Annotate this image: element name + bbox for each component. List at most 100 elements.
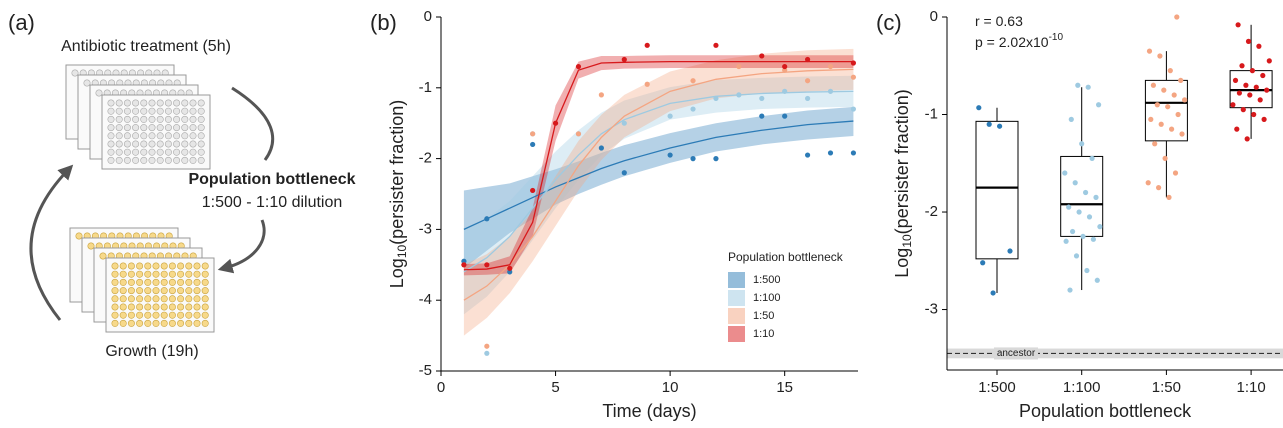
well (193, 262, 201, 270)
well (140, 115, 148, 123)
confidence-band (463, 48, 854, 336)
data-point (621, 170, 627, 176)
well (201, 287, 209, 295)
well (168, 303, 176, 311)
well (136, 295, 144, 303)
cycle-arrow (29, 164, 74, 321)
y-axis-title-part: Log (892, 248, 912, 278)
well (148, 156, 156, 164)
well (201, 311, 209, 319)
well (181, 140, 189, 148)
well (144, 311, 152, 319)
data-point (759, 53, 765, 59)
data-point (1084, 267, 1090, 274)
well (164, 132, 172, 140)
well (197, 124, 205, 132)
well (185, 262, 193, 270)
data-point (1167, 68, 1173, 74)
data-point (827, 63, 834, 70)
well (152, 295, 160, 303)
data-point (1093, 194, 1099, 201)
well (189, 140, 197, 148)
data-point (1174, 14, 1180, 20)
data-point (1080, 233, 1086, 240)
well (136, 287, 144, 295)
well (189, 124, 197, 132)
well (107, 107, 115, 115)
well (107, 148, 115, 156)
well (173, 124, 181, 132)
diagram-label: Growth (19h) (105, 343, 198, 360)
well (119, 262, 127, 270)
well (177, 287, 185, 295)
reference-label-bg (994, 347, 1038, 360)
well (123, 115, 131, 123)
well (107, 132, 115, 140)
data-point (759, 113, 765, 119)
data-point (713, 42, 719, 48)
data-point (1075, 82, 1081, 88)
well (119, 311, 127, 319)
well (189, 107, 197, 115)
well (71, 69, 79, 77)
well (164, 156, 172, 164)
well (148, 148, 156, 156)
y-axis-title-subscript: 10 (900, 234, 914, 248)
data-point (690, 106, 696, 112)
well (185, 303, 193, 311)
panel-label: (c) (876, 10, 902, 35)
well (160, 295, 168, 303)
well (127, 311, 135, 319)
data-point (1244, 136, 1250, 142)
well (144, 319, 152, 327)
data-point (1175, 111, 1181, 118)
data-point (1148, 116, 1154, 122)
data-point (1172, 170, 1179, 176)
data-point (1068, 116, 1074, 122)
well (189, 156, 197, 164)
x-axis-title: Population bottleneck (1019, 401, 1192, 421)
legend-swatch (728, 290, 745, 306)
well (164, 124, 172, 132)
x-tick-label: 1:50 (1152, 379, 1181, 396)
cycle-arrow (225, 86, 275, 268)
y-tick-label: 0 (424, 8, 432, 25)
well (127, 278, 135, 286)
data-point (530, 141, 536, 148)
well (132, 132, 140, 140)
well (123, 148, 131, 156)
y-tick-label: -4 (419, 291, 432, 308)
box (975, 120, 1019, 260)
well (168, 278, 176, 286)
x-tick-label: 0 (437, 379, 445, 396)
well (160, 303, 168, 311)
well (156, 107, 164, 115)
well (115, 99, 123, 107)
well (107, 140, 115, 148)
well (123, 124, 131, 132)
data-point (997, 123, 1003, 129)
well (87, 242, 95, 250)
data-point (690, 156, 696, 162)
data-point (1154, 102, 1160, 108)
data-point (1235, 22, 1241, 28)
well (152, 278, 160, 286)
well (201, 295, 209, 303)
data-point (1162, 155, 1168, 161)
well (152, 303, 160, 311)
well (152, 311, 160, 319)
well (201, 270, 209, 278)
reference-label: ancestor (997, 348, 1036, 359)
data-point (1239, 63, 1245, 69)
data-point (644, 42, 650, 48)
data-point (736, 92, 742, 98)
well (160, 311, 168, 319)
well (127, 270, 135, 278)
data-point (484, 350, 490, 356)
well (201, 278, 209, 286)
fit-line (463, 60, 854, 271)
legend-label: 1:50 (753, 310, 774, 322)
data-point (1179, 131, 1185, 137)
data-point (1166, 194, 1172, 201)
